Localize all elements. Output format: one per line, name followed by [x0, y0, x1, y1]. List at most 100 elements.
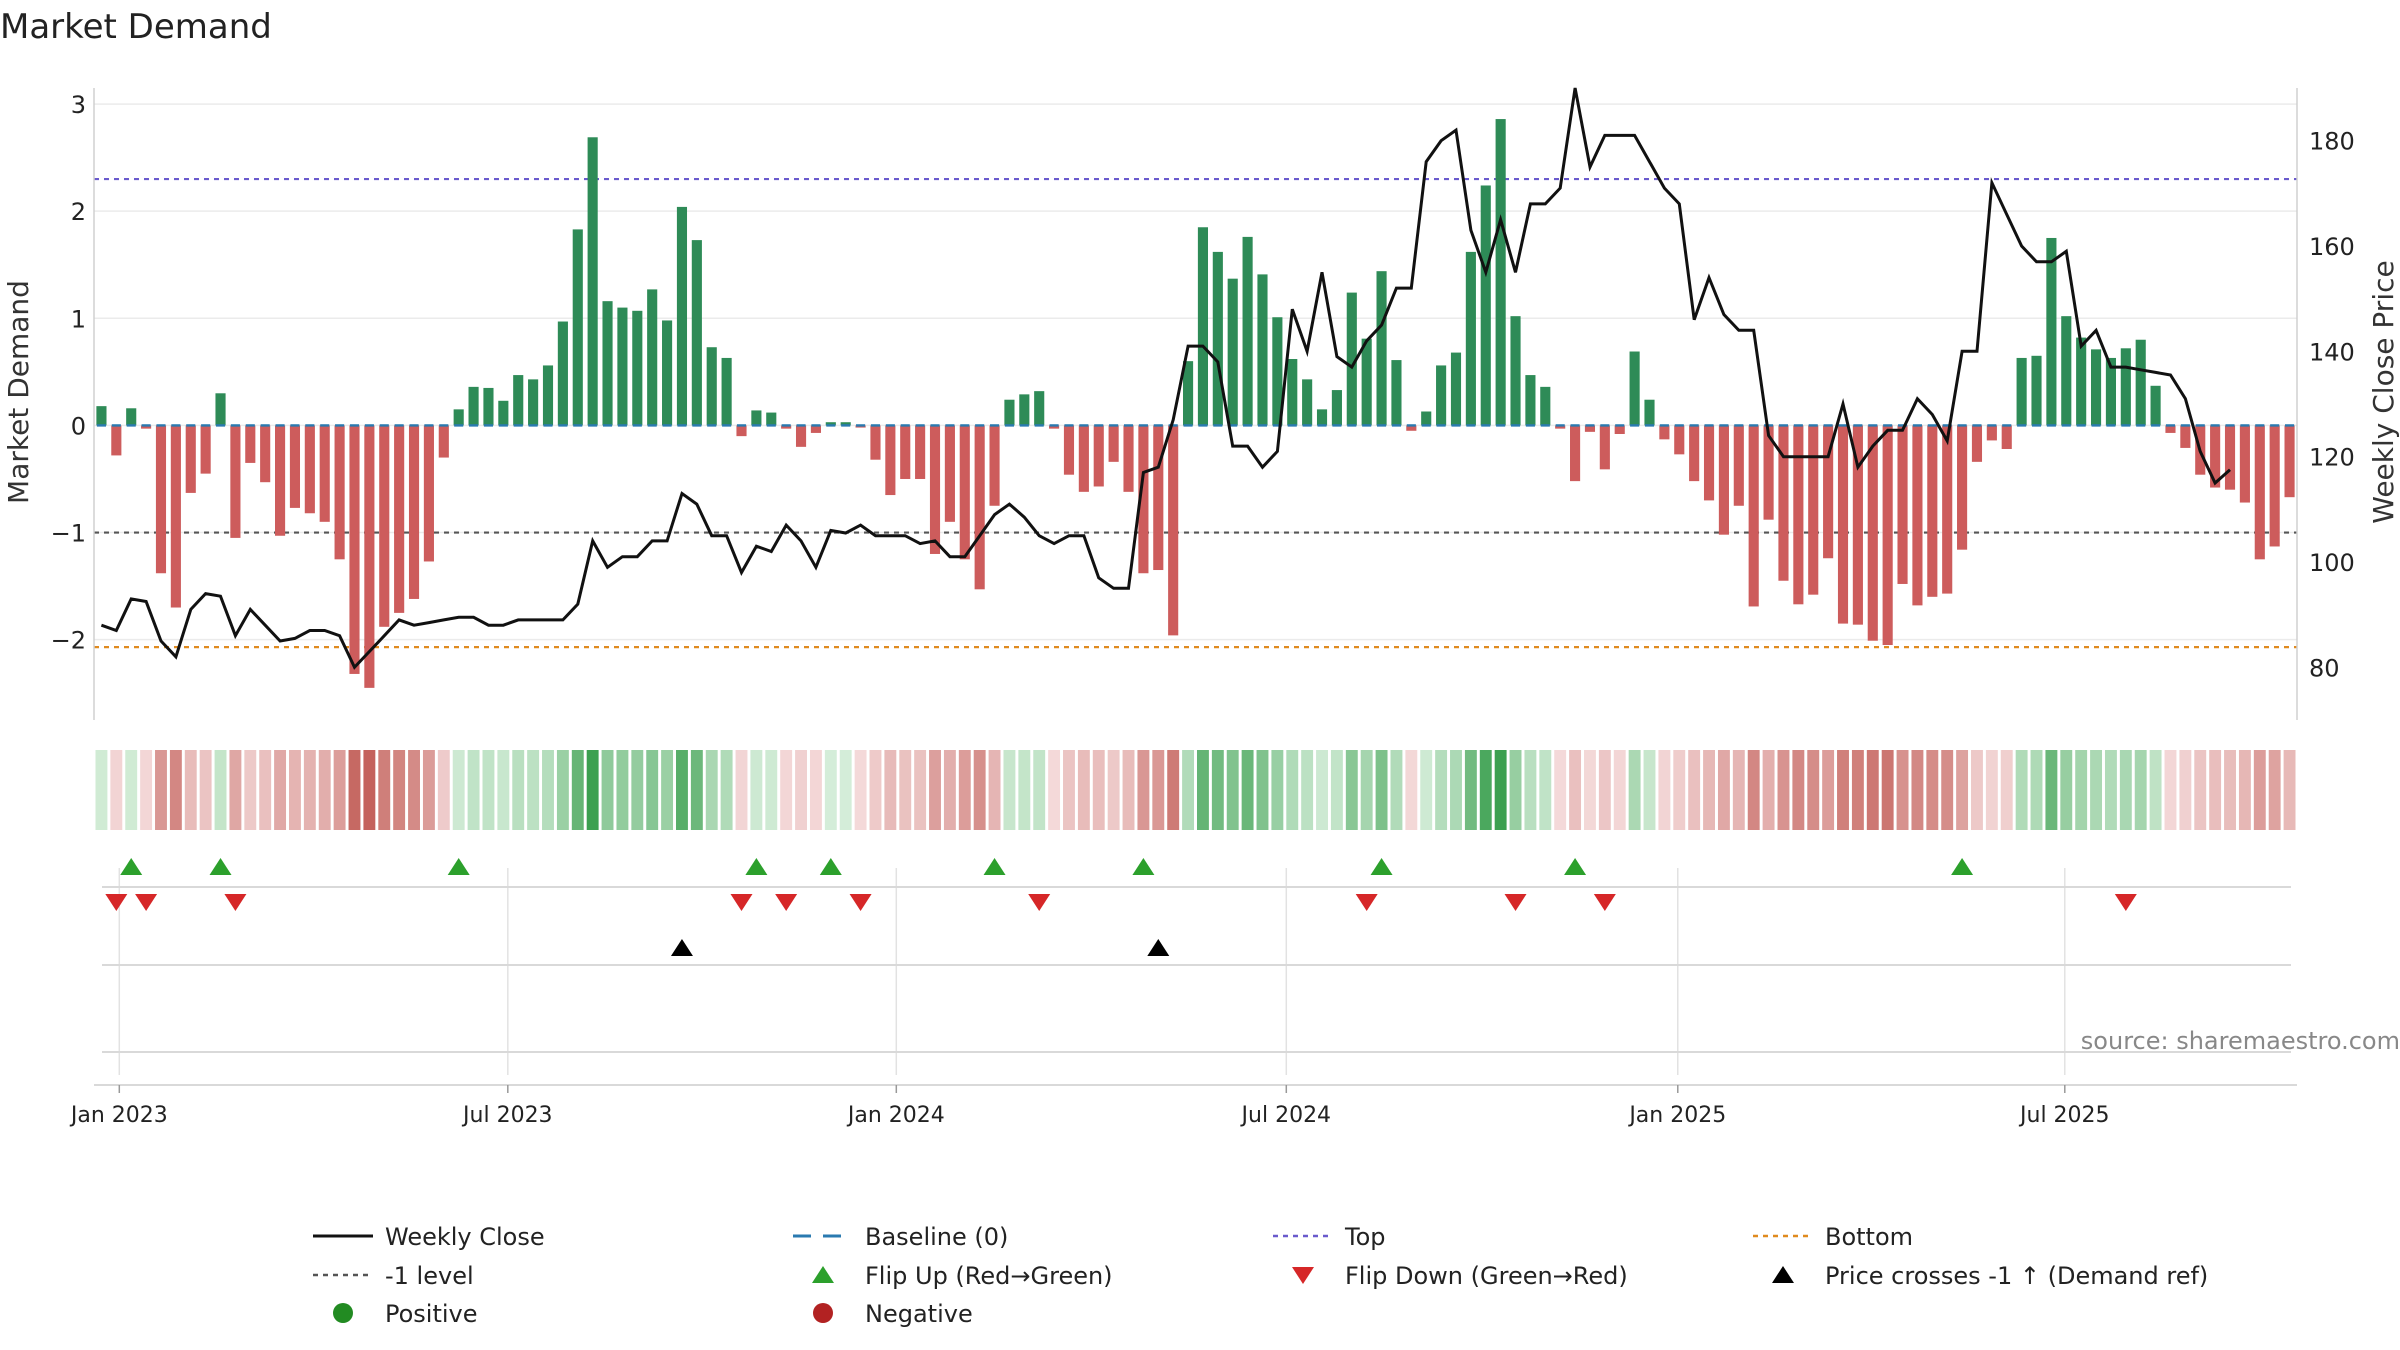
demand-bar-negative [2269, 425, 2280, 547]
demand-bar-negative [1718, 425, 1729, 535]
price-line [100, 87, 2231, 670]
demand-bar-positive [602, 301, 613, 426]
demand-bar-positive [706, 347, 717, 426]
flip-up-marker [983, 858, 1006, 875]
x-tick-label: Jul 2025 [2018, 1103, 2110, 1128]
state-strip-cell [1598, 750, 1611, 830]
state-strip-cell [2179, 750, 2192, 830]
demand-bar-negative [408, 425, 420, 599]
demand-bar-positive [1331, 390, 1342, 426]
state-strip-cell [1077, 750, 1090, 830]
demand-bar-positive [1287, 359, 1298, 426]
state-strip-cell [586, 750, 599, 830]
demand-bar-positive [1242, 236, 1253, 426]
state-strip-cell [929, 750, 941, 830]
state-strip-cell [1167, 750, 1180, 830]
demand-bar-positive [691, 240, 702, 426]
x-tick-label: Jan 2023 [69, 1103, 168, 1128]
axes: 3 2 1 0 −1 −2 180 160 140 120 100 80 [51, 88, 2355, 720]
state-strip-cell [1018, 750, 1031, 830]
x-axis-ticks: Jan 2023 Jul 2023 Jan 2024 Jul 2024 Jan 2025… [69, 1085, 2110, 1128]
y-axis-left-label: Market Demand [2, 280, 35, 504]
flip-down-marker [2114, 894, 2137, 911]
state-strip-cell [1971, 750, 1983, 830]
x-tick-label: Jan 2025 [1627, 1103, 1726, 1128]
demand-bar-negative [1049, 425, 1060, 429]
demand-bar-positive [1436, 365, 1447, 426]
state-strip-cell [527, 750, 540, 830]
state-strip-cell [780, 750, 793, 830]
demand-bar-negative [2180, 425, 2191, 448]
y-right-tick-label: 160 [2309, 233, 2355, 261]
demand-bar-positive [1644, 399, 1655, 426]
demand-bar-negative [1659, 425, 1670, 440]
demand-bar-positive [2046, 237, 2057, 426]
state-strip-cell [2119, 750, 2132, 830]
legend-label-baseline: Baseline (0) [865, 1223, 1008, 1251]
state-strip-cell [1464, 750, 1477, 830]
state-strip-cell [676, 750, 688, 830]
state-strip-cell [1584, 750, 1596, 830]
demand-bar-positive [2150, 385, 2161, 426]
demand-bar-positive [1525, 375, 1536, 426]
state-strip-cell [1926, 750, 1939, 830]
legend-swatch-price_cross [1772, 1266, 1794, 1283]
y-right-tick-label: 80 [2309, 654, 2340, 682]
demand-bar-negative [245, 425, 256, 463]
demand-bar-positive [587, 137, 598, 426]
state-strip-cell [422, 750, 435, 830]
state-strip-cell [824, 750, 837, 830]
legend-label-positive: Positive [385, 1300, 478, 1328]
x-tick-label: Jul 2023 [461, 1103, 553, 1128]
state-strip-cell [1479, 750, 1492, 830]
state-strip-cell [1048, 750, 1061, 830]
demand-bar-negative [1168, 425, 1179, 636]
demand-bar-negative [1570, 425, 1581, 482]
y-right-tick-label: 120 [2309, 444, 2355, 472]
flip-up-marker [819, 858, 842, 875]
state-strip-cell [1405, 750, 1418, 830]
demand-bar-negative [349, 425, 360, 674]
demand-bar-positive [662, 320, 673, 426]
state-strip-cell [1390, 750, 1403, 830]
state-strip-cell [735, 750, 748, 830]
state-strip-cell [1316, 750, 1328, 830]
demand-bar-negative [1614, 425, 1625, 434]
flip-up-marker [120, 858, 143, 875]
state-strip-cell [914, 750, 927, 830]
demand-bar-positive [1450, 352, 1462, 426]
demand-bar-negative [155, 425, 167, 574]
state-strip-cell [95, 750, 108, 830]
state-strip-cell [1196, 750, 1209, 830]
state-strip-cell [1152, 750, 1165, 830]
demand-bar-positive [2076, 337, 2087, 426]
state-strip-cell [497, 750, 510, 830]
demand-bar-negative [230, 425, 241, 538]
state-strip-cell [303, 750, 316, 830]
demand-bar-positive [1272, 317, 1283, 426]
state-strip-cell [1881, 750, 1894, 830]
y-left-tick-label: −2 [51, 627, 86, 655]
legend-label-bottom: Bottom [1825, 1223, 1913, 1251]
flip-down-marker [1504, 894, 1527, 911]
demand-bar-positive [825, 422, 836, 426]
state-strip-cell [809, 750, 822, 830]
state-strip-cell [1375, 750, 1388, 830]
state-strip-cell [363, 750, 376, 830]
state-strip-cell [110, 750, 123, 830]
state-strip-cell [348, 750, 361, 830]
state-strip-cell [1330, 750, 1343, 830]
state-strip-cell [512, 750, 525, 830]
state-strip-cell [467, 750, 480, 830]
state-strip-cell [661, 750, 674, 830]
demand-bar-positive [632, 310, 643, 426]
state-strip [95, 750, 2296, 830]
state-strip-cell [482, 750, 495, 830]
demand-bar-positive [2031, 355, 2042, 426]
demand-bar-positive [1302, 379, 1313, 426]
demand-bar-negative [289, 425, 301, 508]
demand-bar-negative [1078, 425, 1089, 492]
state-strip-cell [973, 750, 986, 830]
flip-up-marker [745, 858, 768, 875]
